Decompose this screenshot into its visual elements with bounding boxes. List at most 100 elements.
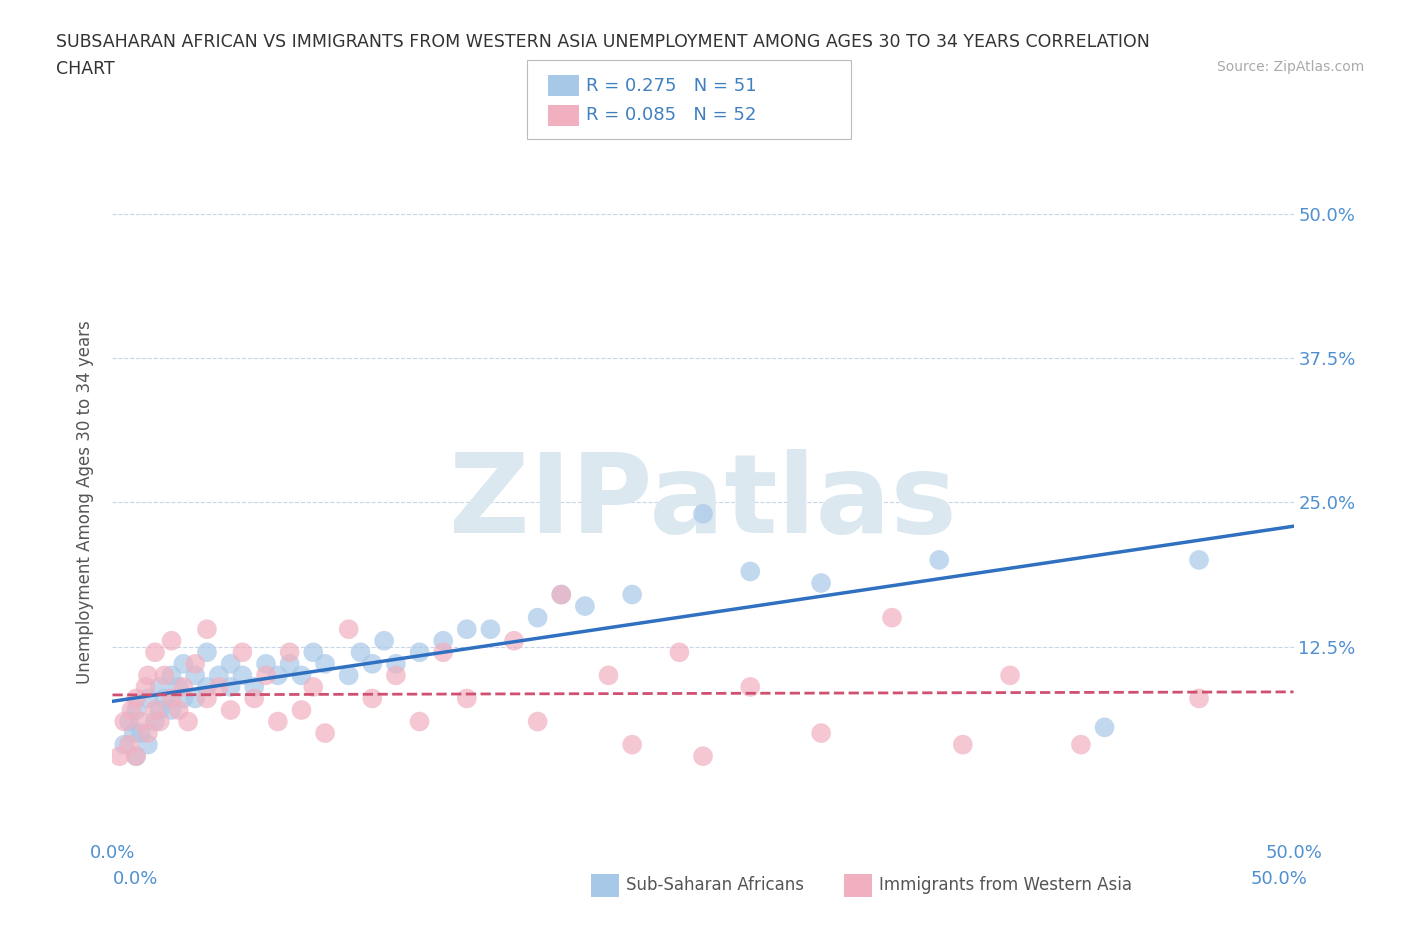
Point <box>385 668 408 683</box>
Point <box>456 622 478 637</box>
Point <box>254 668 277 683</box>
Point <box>149 714 172 729</box>
Point <box>172 691 194 706</box>
Point <box>408 714 430 729</box>
Point <box>160 668 183 683</box>
Point <box>302 680 325 695</box>
Point <box>668 644 690 659</box>
Text: SUBSAHARAN AFRICAN VS IMMIGRANTS FROM WESTERN ASIA UNEMPLOYMENT AMONG AGES 30 TO: SUBSAHARAN AFRICAN VS IMMIGRANTS FROM WE… <box>56 33 1150 50</box>
Point <box>550 587 572 602</box>
Point <box>153 691 176 706</box>
Point <box>219 680 242 695</box>
Point <box>184 657 207 671</box>
Point <box>160 633 183 648</box>
Point <box>1094 720 1116 735</box>
Point <box>526 610 548 625</box>
Point <box>337 622 360 637</box>
Point <box>135 680 157 695</box>
Point <box>108 749 131 764</box>
Point <box>195 691 218 706</box>
Point <box>479 622 502 637</box>
Point <box>361 657 384 671</box>
Point <box>118 737 141 752</box>
Point <box>740 564 762 578</box>
Point <box>952 737 974 752</box>
Y-axis label: Unemployment Among Ages 30 to 34 years: Unemployment Among Ages 30 to 34 years <box>76 320 94 684</box>
Point <box>125 749 148 764</box>
Point <box>231 644 253 659</box>
Point <box>177 714 200 729</box>
Point <box>998 668 1021 683</box>
Point <box>810 576 832 591</box>
Point <box>172 657 194 671</box>
Point <box>149 702 172 717</box>
Point <box>692 749 714 764</box>
Point <box>129 725 152 740</box>
Point <box>243 691 266 706</box>
Point <box>432 644 454 659</box>
Point <box>550 587 572 602</box>
Point <box>1188 691 1211 706</box>
Point <box>143 714 166 729</box>
Point <box>153 668 176 683</box>
Point <box>574 599 596 614</box>
Point <box>120 702 142 717</box>
Point <box>136 691 159 706</box>
Point <box>149 680 172 695</box>
Point <box>208 668 231 683</box>
Point <box>267 714 290 729</box>
Point <box>361 691 384 706</box>
Point <box>290 668 312 683</box>
Point <box>112 737 135 752</box>
Point <box>219 702 242 717</box>
Point <box>692 506 714 521</box>
Point <box>1188 552 1211 567</box>
Text: Sub-Saharan Africans: Sub-Saharan Africans <box>626 876 804 895</box>
Point <box>456 691 478 706</box>
Point <box>184 691 207 706</box>
Point <box>167 702 190 717</box>
Point <box>314 725 336 740</box>
Point <box>254 657 277 671</box>
Text: Source: ZipAtlas.com: Source: ZipAtlas.com <box>1216 60 1364 74</box>
Text: Immigrants from Western Asia: Immigrants from Western Asia <box>879 876 1132 895</box>
Point <box>598 668 620 683</box>
Point <box>125 749 148 764</box>
Point <box>195 622 218 637</box>
Point <box>160 702 183 717</box>
Point <box>621 737 644 752</box>
Point <box>267 668 290 683</box>
Point <box>143 702 166 717</box>
Point <box>112 714 135 729</box>
Point <box>880 610 903 625</box>
Point <box>1070 737 1092 752</box>
Point <box>526 714 548 729</box>
Point <box>740 680 762 695</box>
Text: CHART: CHART <box>56 60 115 78</box>
Point <box>136 725 159 740</box>
Point <box>167 680 190 695</box>
Text: R = 0.085   N = 52: R = 0.085 N = 52 <box>586 106 756 125</box>
Point <box>302 644 325 659</box>
Point <box>231 668 253 683</box>
Point <box>195 644 218 659</box>
Point <box>337 668 360 683</box>
Point <box>129 714 152 729</box>
Point <box>118 714 141 729</box>
Point <box>314 657 336 671</box>
Point <box>125 702 148 717</box>
Point <box>621 587 644 602</box>
Point <box>408 644 430 659</box>
Point <box>143 644 166 659</box>
Point <box>136 668 159 683</box>
Text: 50.0%: 50.0% <box>1251 870 1308 888</box>
Point <box>432 633 454 648</box>
Point <box>290 702 312 717</box>
Point <box>219 657 242 671</box>
Point <box>928 552 950 567</box>
Point <box>195 680 218 695</box>
Point <box>243 680 266 695</box>
Point <box>278 657 301 671</box>
Point <box>385 657 408 671</box>
Text: ZIPatlas: ZIPatlas <box>449 448 957 556</box>
